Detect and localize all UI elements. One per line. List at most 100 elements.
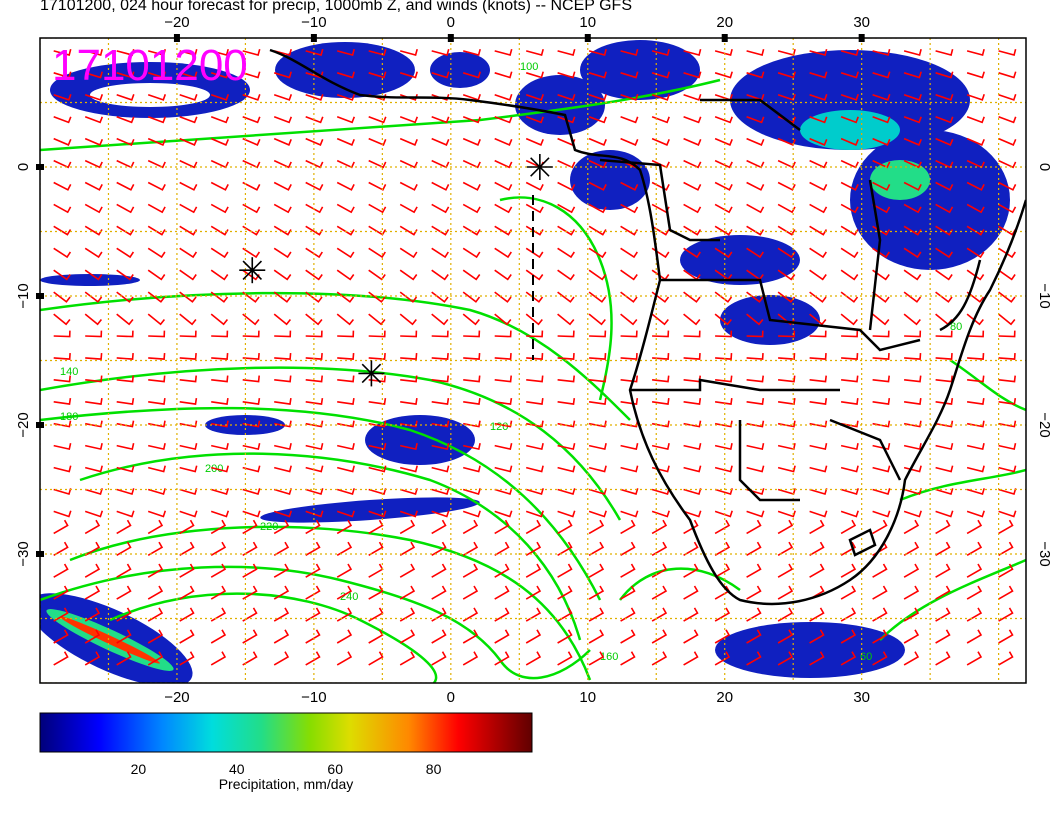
wind-barb [179,563,195,578]
wind-barb [463,375,481,383]
coastlines [269,48,1026,606]
wind-barb [714,563,731,578]
wind-barb [998,115,1017,124]
wind-barb [242,510,261,518]
wind-barb [116,313,134,326]
wind-barb [147,159,166,169]
wind-barb [462,115,481,124]
wind-barb [998,71,1017,79]
wind-barb [809,330,827,338]
wind-barb [399,203,418,214]
wind-barb [840,181,859,191]
wind-barb [305,313,323,326]
wind-barb [462,510,481,518]
markers [239,154,553,387]
wind-barb [210,510,230,518]
wind-barb [148,397,166,406]
wind-barb [116,519,132,535]
wind-barb [494,585,510,600]
wind-barb [116,225,135,236]
wind-barb [494,181,513,191]
wind-barb [399,563,416,578]
wind-barb [809,181,828,191]
wind-barb [337,353,355,360]
wind-barb [714,519,731,535]
wind-barb [588,519,605,535]
wind-barb [620,203,639,214]
wind-barb [273,115,293,124]
wind-barb [588,465,607,473]
wind-barb [557,94,576,101]
wind-barb [809,247,827,259]
wind-barb [242,247,261,259]
wind-barbs [53,48,1017,666]
wind-barb [431,225,450,236]
wind-barb [494,291,512,303]
wind-barb [273,519,290,535]
wind-barb [935,269,953,281]
wind-barb [746,71,765,79]
wind-barb [368,541,384,556]
wind-barb [116,48,135,56]
wind-barb [179,629,195,644]
wind-barb [840,115,859,124]
wind-barb [651,71,670,79]
wind-barb [494,94,513,101]
wind-barb [494,159,513,169]
wind-barb [305,563,321,578]
wind-barb [85,465,103,473]
wind-barb [53,375,71,383]
wind-barb [431,269,449,281]
wind-barb [242,313,260,326]
y-tick-mark [36,164,44,170]
wind-barb [620,519,636,535]
wind-barb [400,375,418,383]
wind-barb [809,488,828,495]
wind-barb [274,420,292,428]
wind-barb [526,375,544,383]
wind-barb [368,203,387,214]
y-tick-mark [36,551,44,557]
wind-barb [903,159,922,169]
wind-barb [526,330,544,338]
wind-barb [210,48,229,56]
wind-barb [368,247,386,259]
wind-barb [210,541,227,556]
wind-barb [525,48,544,56]
wind-barb [179,510,198,518]
wind-barb [116,269,134,281]
wind-barb [904,375,922,383]
wind-barb [368,375,386,383]
wind-barb [494,330,512,338]
wind-barb [809,375,827,383]
wind-barb [368,443,387,451]
wind-barb [305,291,323,303]
wind-barb [746,115,765,124]
wind-barb [998,443,1017,451]
x-tick-label: 0 [447,14,455,31]
wind-barb [557,115,576,124]
wind-barb [242,353,260,360]
wind-barb [809,291,827,303]
wind-barb [462,225,481,236]
wind-barb [399,510,418,518]
wind-barb [872,510,891,518]
wind-barb [746,443,765,451]
height-contours [40,78,1026,683]
wind-barb [462,313,480,326]
wind-barb [809,203,828,214]
wind-barb [462,247,481,259]
wind-barb [557,313,575,326]
wind-barb [147,269,166,281]
wind-barb [998,629,1014,644]
wind-barb [903,629,920,644]
wind-barb [903,313,921,326]
wind-barb [966,247,985,259]
y-tick-label: −20 [1036,412,1053,437]
wind-barb [840,651,857,666]
wind-barb [431,488,450,495]
wind-barb [85,330,103,338]
y-tick-label: 0 [15,163,32,171]
wind-barb [431,519,447,535]
wind-barb [840,397,859,406]
